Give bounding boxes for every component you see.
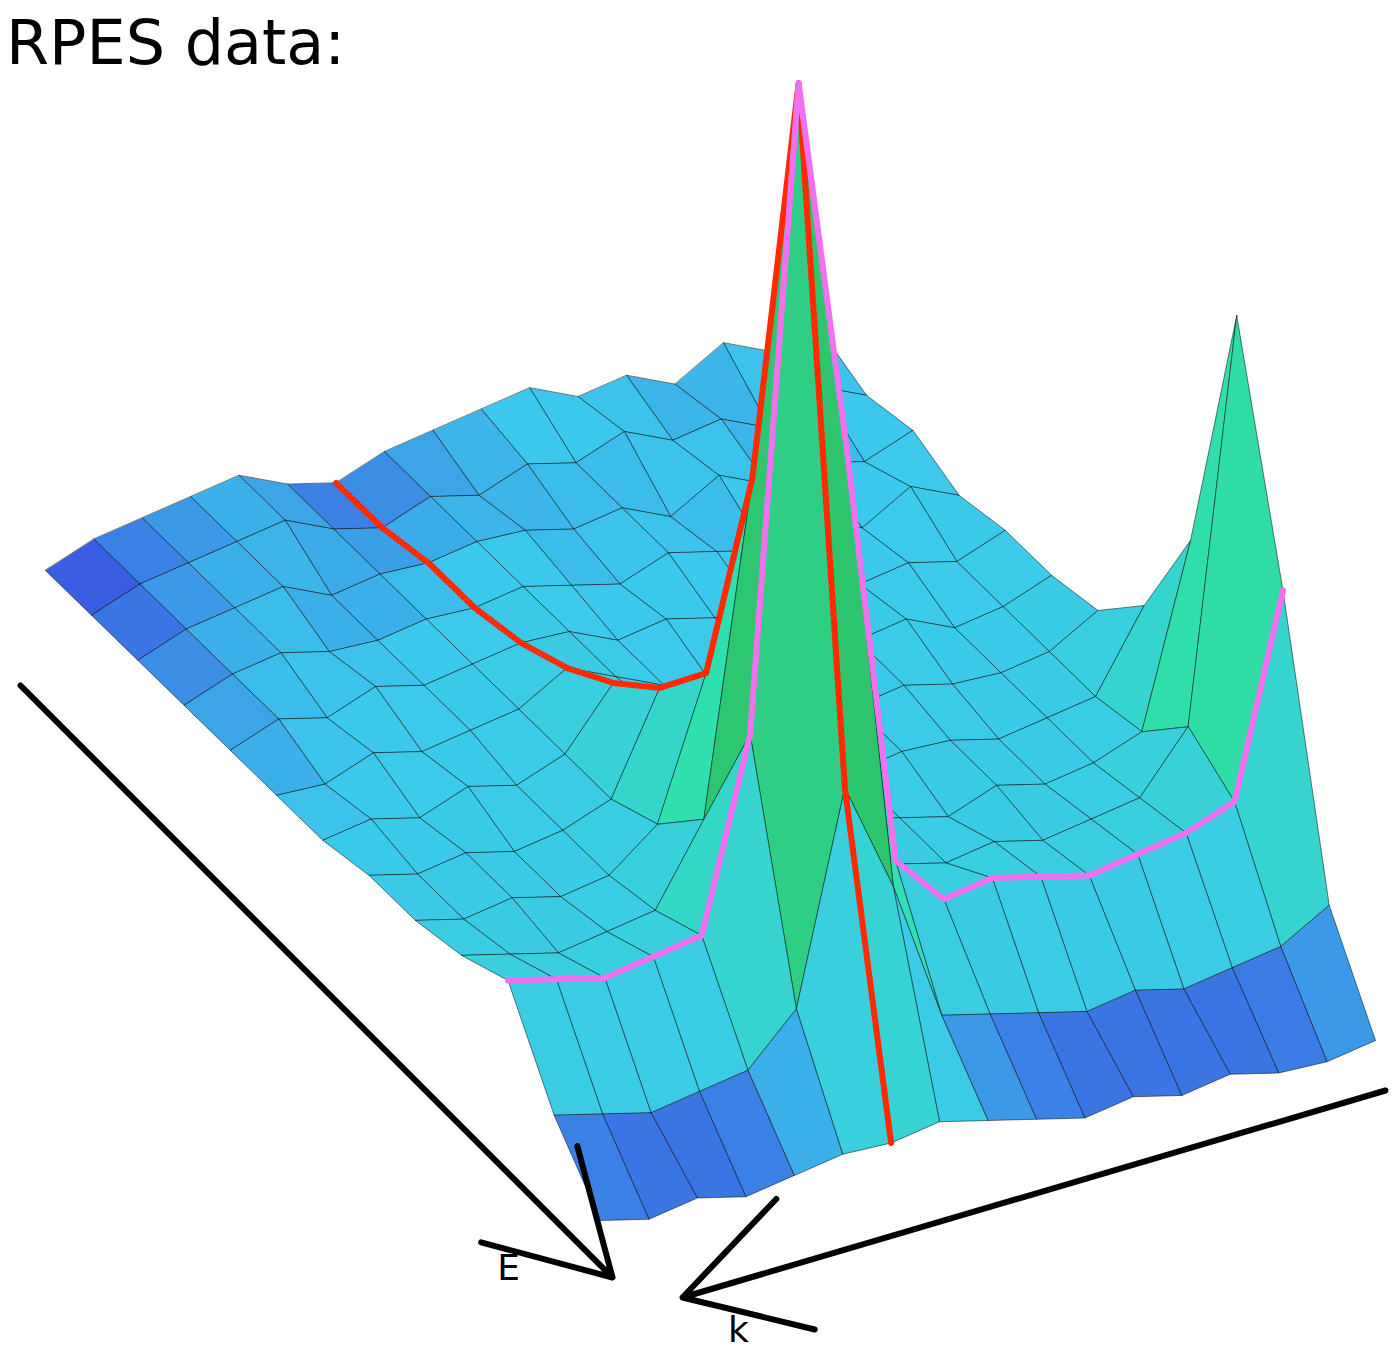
svg-text:E: E: [497, 1247, 520, 1288]
svg-text:k: k: [728, 1309, 749, 1350]
html-text:RPES data:: RPES data:: [6, 6, 346, 79]
